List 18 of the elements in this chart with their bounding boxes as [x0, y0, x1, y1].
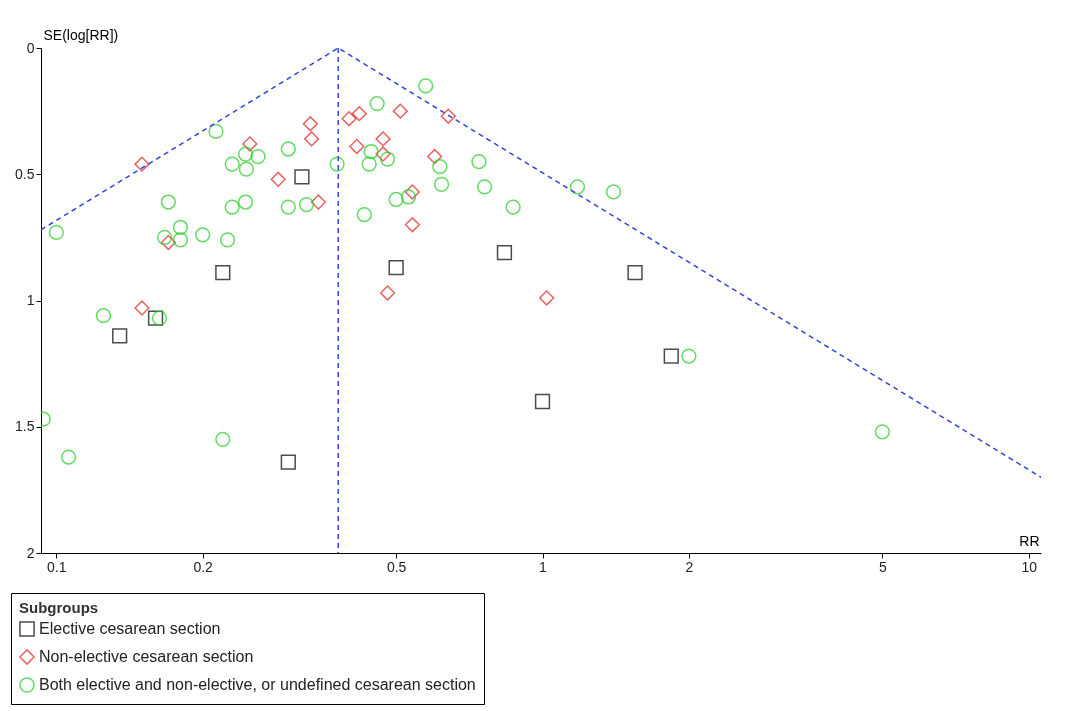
x-tick-label: 2: [685, 558, 694, 575]
legend-label: Both elective and non-elective, or undefined cesarean section: [39, 676, 476, 693]
x-tick-label: 0.2: [193, 558, 214, 575]
legend-title: Subgroups: [19, 599, 99, 616]
x-tick-label: 1: [539, 558, 548, 575]
y-tick-label: 0.5: [15, 165, 35, 182]
y-tick-label: 2: [26, 544, 35, 561]
legend-label: Non-elective cesarean section: [39, 648, 254, 665]
y-axis-title: SE(log[RR]): [43, 26, 119, 43]
x-tick-label: 10: [1021, 558, 1038, 575]
x-tick-label: 0.1: [47, 558, 67, 575]
x-tick-label: 0.5: [386, 558, 407, 575]
y-tick-label: 0: [26, 39, 35, 56]
y-tick-label: 1: [26, 292, 35, 308]
x-axis-title: RR: [1019, 532, 1040, 549]
legend-label: Elective cesarean section: [39, 620, 221, 637]
x-tick-label: 5: [878, 558, 887, 575]
y-tick-label: 1.5: [15, 418, 35, 435]
